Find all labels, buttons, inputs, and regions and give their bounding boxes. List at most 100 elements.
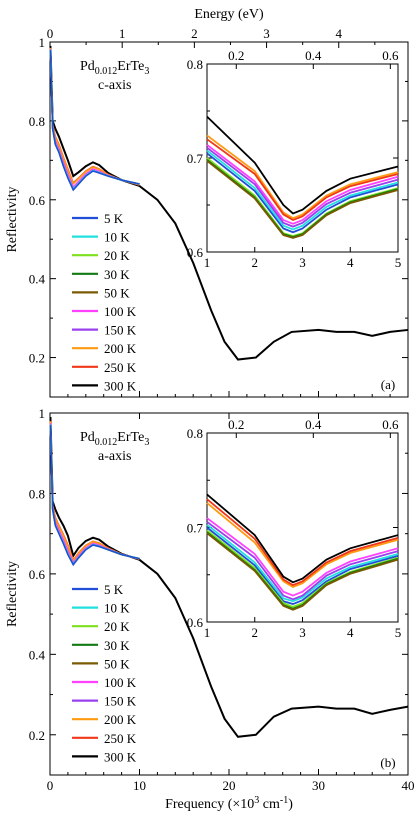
- y-tick-label: 1: [39, 406, 46, 421]
- inset-series-line-100K: [206, 144, 399, 225]
- legend-label: 50 K: [104, 285, 130, 300]
- top-x-tick-label: 0: [47, 26, 54, 41]
- x-tick-label: 30: [312, 778, 325, 793]
- inset-series-line-300K: [206, 115, 399, 215]
- inset-top-tick-label: 0.4: [305, 417, 322, 432]
- inset-y-tick-label: 0.6: [187, 245, 204, 260]
- legend-label: 250 K: [104, 731, 137, 746]
- y-tick-label: 0.4: [29, 647, 46, 662]
- series-line-300K: [49, 45, 409, 361]
- inset-series-line-150K: [206, 521, 399, 601]
- inset-x-tick-label: 2: [252, 625, 259, 640]
- legend-label: 250 K: [104, 360, 137, 375]
- inset-series-line-10K: [206, 149, 399, 231]
- legend-label: 30 K: [104, 267, 130, 282]
- inset-y-tick-label: 0.8: [187, 426, 203, 441]
- legend-label: 30 K: [104, 638, 130, 653]
- inset-top-tick-label: 0.6: [382, 48, 399, 63]
- series-line-300K: [49, 416, 409, 738]
- inset-series-line-200K: [206, 134, 399, 220]
- legend-label: 150 K: [104, 323, 137, 338]
- top-x-tick-label: 1: [119, 26, 126, 41]
- panel-b: 1 0.8 0.6 0.4 0.2 0 10 20 30 40 Reflectivity Pd0.01…: [5, 406, 415, 793]
- inset-series-line-10K: [206, 523, 399, 603]
- inset-x-tick-label: 3: [299, 625, 306, 640]
- inset-series-line-5K: [206, 152, 399, 234]
- legend-label: 100 K: [104, 304, 137, 319]
- inset-x-tick-label: 1: [204, 625, 211, 640]
- inset-x-tick-label: 4: [347, 255, 354, 270]
- inset-series-line-250K: [206, 498, 399, 587]
- legend-label: 50 K: [104, 656, 130, 671]
- inset-series-line-300K: [206, 493, 399, 584]
- series-line-200K: [49, 48, 140, 186]
- y-tick-label: 0.8: [29, 114, 45, 129]
- inset-x-tick-label: 1: [204, 255, 211, 270]
- inset-series-line-50K: [206, 532, 399, 611]
- sample-label-part: ErTe: [117, 430, 144, 445]
- legend-label: 200 K: [104, 341, 137, 356]
- inset-x-tick-label: 3: [299, 255, 306, 270]
- legend-label: 100 K: [104, 675, 137, 690]
- inset-frame: [206, 432, 399, 623]
- sample-label-part: 3: [144, 66, 149, 77]
- inset-x-tick-label: 5: [395, 255, 402, 270]
- legend-label: 150 K: [104, 694, 137, 709]
- x-tick-label: 0: [47, 778, 54, 793]
- x-axis-label-part: ): [288, 797, 293, 812]
- inset-y-tick-label: 0.7: [187, 521, 204, 536]
- inset-x-tick-label: 4: [347, 625, 354, 640]
- legend-label: 200 K: [104, 712, 137, 727]
- y-tick-label: 0.8: [29, 486, 45, 501]
- x-axis-label-part: Frequency (×10: [165, 797, 254, 812]
- sample-label-part: ErTe: [117, 59, 144, 74]
- inset-top-tick-label: 0.4: [305, 48, 322, 63]
- top-x-tick-label: 2: [191, 26, 198, 41]
- inset-series-line-200K: [206, 502, 399, 589]
- sample-label: Pd0.012ErTe3: [80, 59, 149, 77]
- inset-series-line-150K: [206, 146, 399, 228]
- x-axis-label-part: cm: [259, 797, 280, 812]
- inset-y-tick-label: 0.7: [187, 151, 204, 166]
- inset-x-tick-label: 5: [395, 625, 402, 640]
- sample-label-part: 0.012: [95, 66, 118, 77]
- inset-x-tick-label: 2: [252, 255, 259, 270]
- axis-direction-label: c-axis: [98, 78, 131, 93]
- x-axis-label-part: 3: [254, 795, 259, 806]
- legend-label: 20 K: [104, 248, 130, 263]
- inset-top-tick-label: 0.2: [228, 48, 244, 63]
- legend-label: 20 K: [104, 619, 130, 634]
- legend-label: 5 K: [104, 582, 124, 597]
- sample-label-part: Pd: [80, 59, 95, 74]
- legend-label: 5 K: [104, 211, 124, 226]
- top-x-tick-label: 3: [263, 26, 270, 41]
- inset-top-tick-label: 0.2: [228, 417, 244, 432]
- series-line-200K: [49, 421, 140, 563]
- inset-series-line-5K: [206, 526, 399, 605]
- x-tick-label: 40: [402, 778, 415, 793]
- series-line-5K: [49, 425, 140, 567]
- sample-label-part: Pd: [80, 430, 95, 445]
- inset-series-line-100K: [206, 517, 399, 597]
- inset-series-line-50K: [206, 160, 399, 239]
- x-axis-label-part: -1: [280, 795, 288, 806]
- sample-label-part: 0.012: [95, 437, 118, 448]
- inset-top-tick-label: 0.6: [382, 417, 399, 432]
- y-tick-label: 0.6: [29, 567, 46, 582]
- axis-direction-label: a-axis: [98, 449, 131, 464]
- x-tick-label: 20: [223, 778, 236, 793]
- x-tick-label: 10: [133, 778, 146, 793]
- y-tick-label: 0.2: [29, 728, 45, 743]
- y-axis-label: Reflectivity: [5, 561, 20, 627]
- top-axis-label: Energy (eV): [194, 7, 264, 22]
- series-line-5K: [49, 49, 140, 192]
- y-tick-label: 1: [39, 35, 46, 50]
- sample-label: Pd0.012ErTe3: [80, 430, 149, 448]
- y-tick-label: 0.4: [29, 272, 46, 287]
- y-axis-label: Reflectivity: [5, 186, 20, 252]
- panel-letter: (b): [380, 755, 395, 770]
- inset-y-tick-label: 0.6: [187, 615, 204, 630]
- inset-series-line-250K: [206, 138, 399, 222]
- top-x-tick-label: 4: [335, 26, 342, 41]
